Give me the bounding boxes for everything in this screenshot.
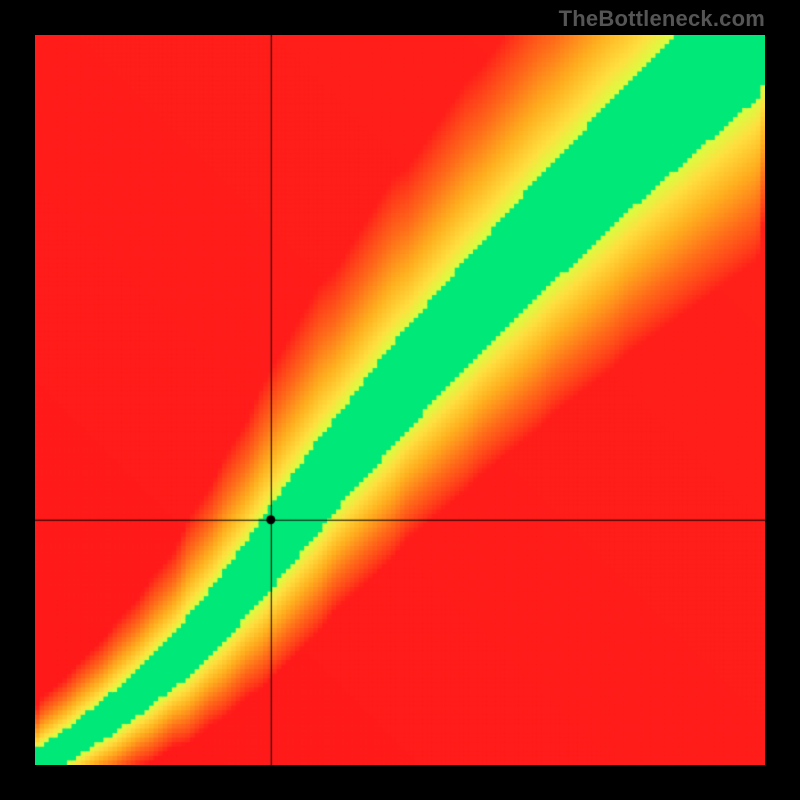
chart-container: TheBottleneck.com [0, 0, 800, 800]
heatmap-plot-area [35, 35, 765, 765]
watermark-text: TheBottleneck.com [559, 6, 765, 32]
heatmap-canvas [35, 35, 765, 765]
